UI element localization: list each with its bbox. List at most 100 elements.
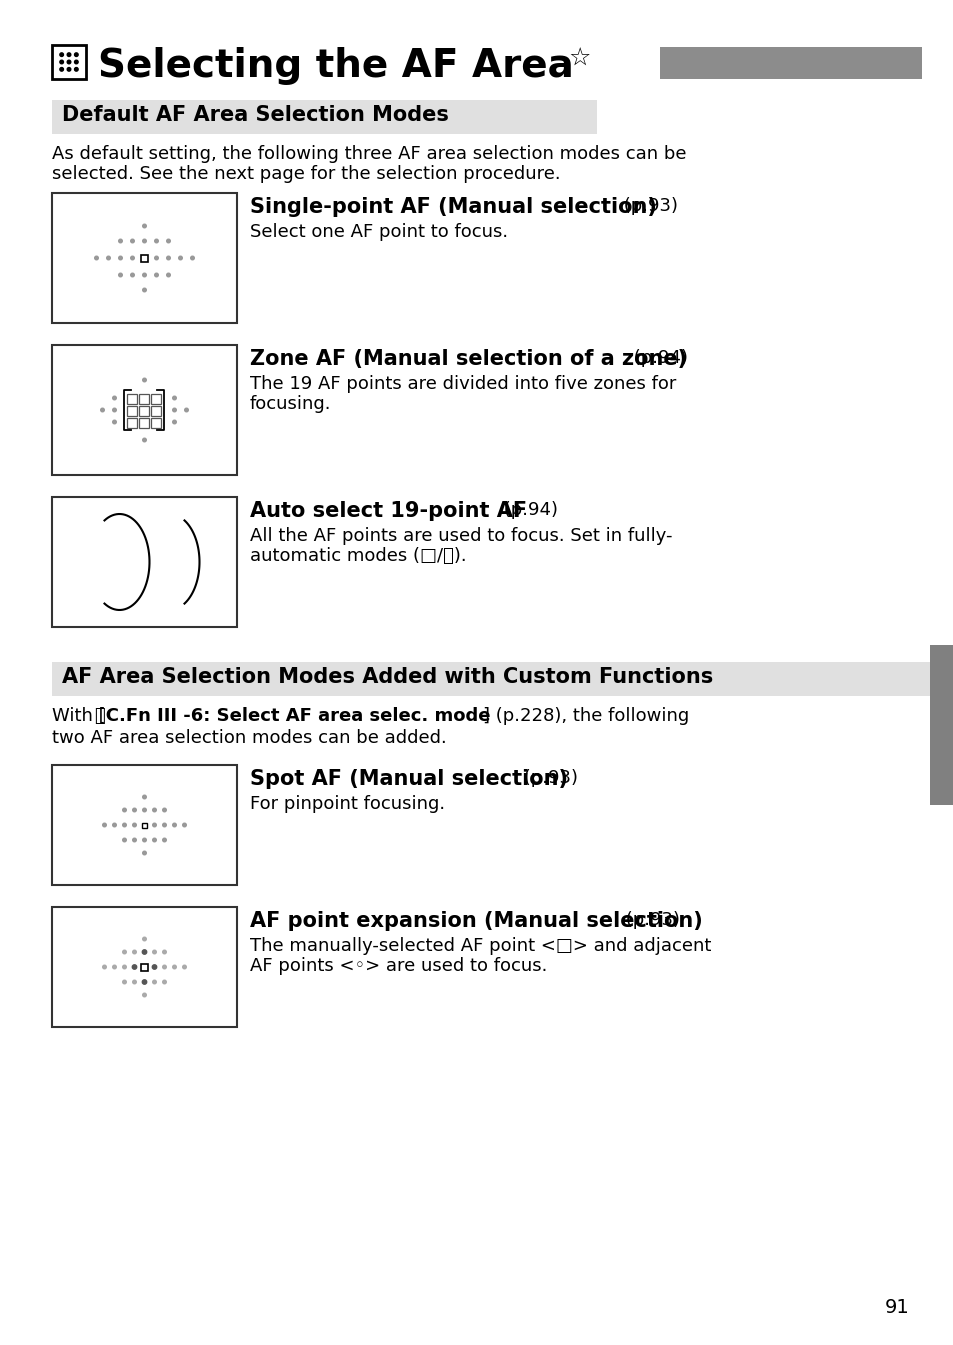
Circle shape: [132, 838, 136, 842]
Text: Zone AF (Manual selection of a zone): Zone AF (Manual selection of a zone): [250, 348, 686, 369]
FancyBboxPatch shape: [52, 192, 236, 323]
Circle shape: [103, 823, 106, 827]
Circle shape: [143, 851, 146, 855]
Circle shape: [67, 52, 71, 56]
Text: All the AF points are used to focus. Set in fully-: All the AF points are used to focus. Set…: [250, 527, 672, 545]
Circle shape: [60, 67, 64, 71]
FancyBboxPatch shape: [52, 498, 236, 627]
Circle shape: [112, 966, 116, 968]
Text: With [: With [: [52, 707, 106, 725]
Text: The manually-selected AF point <□> and adjacent: The manually-selected AF point <□> and a…: [250, 937, 711, 955]
Circle shape: [167, 273, 171, 277]
Text: (p.93): (p.93): [619, 911, 679, 929]
Circle shape: [178, 256, 182, 260]
Circle shape: [143, 937, 146, 940]
Circle shape: [152, 823, 156, 827]
Circle shape: [154, 256, 158, 260]
Circle shape: [143, 288, 146, 292]
Text: ] (p.228), the following: ] (p.228), the following: [482, 707, 688, 725]
Circle shape: [132, 981, 136, 983]
Circle shape: [172, 397, 176, 399]
Circle shape: [60, 61, 64, 63]
Text: Default AF Area Selection Modes: Default AF Area Selection Modes: [62, 105, 449, 125]
Circle shape: [142, 950, 147, 954]
Circle shape: [74, 67, 78, 71]
Text: Select one AF point to focus.: Select one AF point to focus.: [250, 223, 508, 241]
Circle shape: [74, 52, 78, 56]
Circle shape: [143, 378, 146, 382]
Circle shape: [163, 823, 166, 827]
Circle shape: [143, 808, 146, 812]
Circle shape: [123, 966, 126, 968]
Circle shape: [152, 838, 156, 842]
Text: 91: 91: [884, 1298, 909, 1317]
Circle shape: [74, 61, 78, 63]
Circle shape: [172, 420, 176, 424]
Text: focusing.: focusing.: [250, 395, 331, 413]
Circle shape: [131, 273, 134, 277]
Text: As default setting, the following three AF area selection modes can be: As default setting, the following three …: [52, 145, 686, 163]
Circle shape: [60, 52, 64, 56]
Circle shape: [163, 838, 166, 842]
Circle shape: [143, 993, 146, 997]
Circle shape: [172, 408, 176, 412]
Circle shape: [154, 239, 158, 243]
Text: two AF area selection modes can be added.: two AF area selection modes can be added…: [52, 729, 446, 746]
Circle shape: [143, 225, 146, 227]
Circle shape: [131, 256, 134, 260]
Circle shape: [67, 61, 71, 63]
FancyBboxPatch shape: [52, 100, 597, 134]
Text: (p.94): (p.94): [497, 500, 558, 519]
Text: (p.93): (p.93): [517, 769, 578, 787]
Circle shape: [152, 808, 156, 812]
Circle shape: [191, 256, 194, 260]
Circle shape: [167, 239, 171, 243]
Circle shape: [123, 981, 126, 983]
Text: selected. See the next page for the selection procedure.: selected. See the next page for the sele…: [52, 165, 560, 183]
Circle shape: [152, 950, 156, 954]
Circle shape: [118, 273, 122, 277]
Circle shape: [118, 239, 122, 243]
Circle shape: [132, 808, 136, 812]
Circle shape: [143, 273, 146, 277]
Circle shape: [94, 256, 98, 260]
Circle shape: [167, 256, 171, 260]
Circle shape: [152, 981, 156, 983]
Circle shape: [185, 408, 188, 412]
Circle shape: [107, 256, 111, 260]
FancyBboxPatch shape: [52, 765, 236, 885]
Text: Spot AF (Manual selection): Spot AF (Manual selection): [250, 769, 567, 790]
Circle shape: [172, 823, 176, 827]
Circle shape: [112, 408, 116, 412]
Circle shape: [112, 420, 116, 424]
Circle shape: [123, 838, 126, 842]
Text: (p.94): (p.94): [627, 348, 687, 367]
Circle shape: [172, 966, 176, 968]
Circle shape: [123, 950, 126, 954]
Circle shape: [123, 808, 126, 812]
Text: AF point expansion (Manual selection): AF point expansion (Manual selection): [250, 911, 702, 931]
Circle shape: [143, 838, 146, 842]
Circle shape: [163, 966, 166, 968]
Circle shape: [154, 273, 158, 277]
Circle shape: [183, 823, 186, 827]
Circle shape: [131, 239, 134, 243]
Text: (p.93): (p.93): [618, 196, 678, 215]
Text: Single-point AF (Manual selection): Single-point AF (Manual selection): [250, 196, 657, 217]
Circle shape: [112, 397, 116, 399]
Circle shape: [101, 408, 104, 412]
Circle shape: [183, 966, 186, 968]
Text: Selecting the AF Area: Selecting the AF Area: [98, 47, 573, 85]
Text: automatic modes (□/Ⓤ).: automatic modes (□/Ⓤ).: [250, 547, 466, 565]
Text: AF points <◦> are used to focus.: AF points <◦> are used to focus.: [250, 958, 547, 975]
Text: Auto select 19-point AF: Auto select 19-point AF: [250, 500, 527, 521]
Text: The 19 AF points are divided into five zones for: The 19 AF points are divided into five z…: [250, 375, 676, 393]
Text: ⛹C.Fn III -6: Select AF area selec. mode: ⛹C.Fn III -6: Select AF area selec. mode: [95, 707, 490, 725]
Circle shape: [132, 823, 136, 827]
Circle shape: [163, 950, 166, 954]
Circle shape: [103, 966, 106, 968]
Circle shape: [142, 979, 147, 985]
FancyBboxPatch shape: [659, 47, 921, 79]
Circle shape: [67, 67, 71, 71]
Circle shape: [132, 964, 136, 970]
